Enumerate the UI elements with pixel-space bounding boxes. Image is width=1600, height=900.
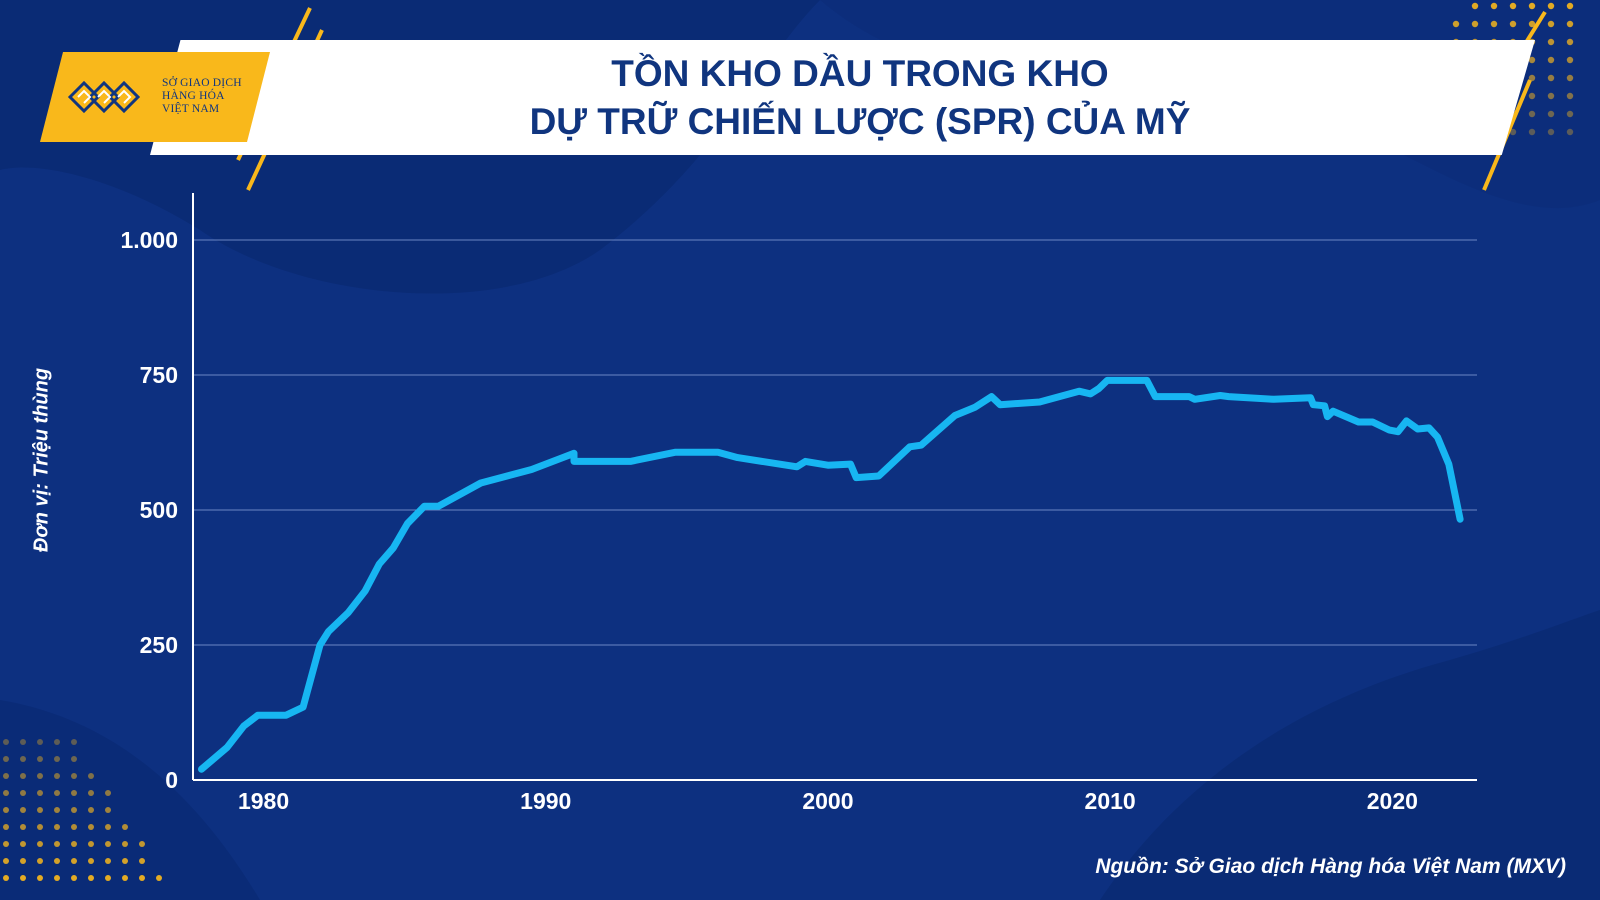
dot-pattern-bottom-left (3, 739, 162, 881)
y-tick-1000: 1.000 (120, 227, 178, 253)
logo-block (40, 52, 270, 142)
y-tick-250: 250 (140, 632, 178, 658)
title-banner (150, 40, 1535, 155)
source-note: Nguồn: Sở Giao dịch Hàng hóa Việt Nam (M… (1095, 855, 1566, 878)
y-tick-0: 0 (165, 767, 178, 793)
title-line-2: DỰ TRỮ CHIẾN LƯỢC (SPR) CỦA MỸ (529, 101, 1191, 142)
x-tick-1990: 1990 (520, 788, 571, 814)
x-tick-2000: 2000 (802, 788, 853, 814)
logo-text: SỞ GIAO DỊCH HÀNG HÓA VIỆT NAM (162, 77, 272, 116)
logo-line-2: HÀNG HÓA (162, 90, 225, 102)
y-tick-labels: 0 250 500 750 1.000 (120, 227, 178, 793)
x-tick-1980: 1980 (238, 788, 289, 814)
logo-line-3: VIỆT NAM (162, 103, 220, 115)
mxv-chevron-logo-icon (67, 80, 141, 114)
series-line (198, 376, 1464, 773)
page-title: TỒN KHO DẦU TRONG KHO DỰ TRỮ CHIẾN LƯỢC … (330, 50, 1390, 146)
y-tick-750: 750 (140, 362, 178, 388)
series-spr-inventory (198, 376, 1464, 773)
title-line-1: TỒN KHO DẦU TRONG KHO (611, 53, 1109, 94)
y-tick-500: 500 (140, 497, 178, 523)
x-tick-2010: 2010 (1085, 788, 1136, 814)
axes (192, 193, 1477, 781)
x-tick-labels: 1980 1990 2000 2010 2020 (238, 788, 1418, 814)
logo-line-1: SỞ GIAO DỊCH (162, 77, 242, 89)
x-tick-2020: 2020 (1367, 788, 1418, 814)
gridlines (193, 239, 1477, 646)
